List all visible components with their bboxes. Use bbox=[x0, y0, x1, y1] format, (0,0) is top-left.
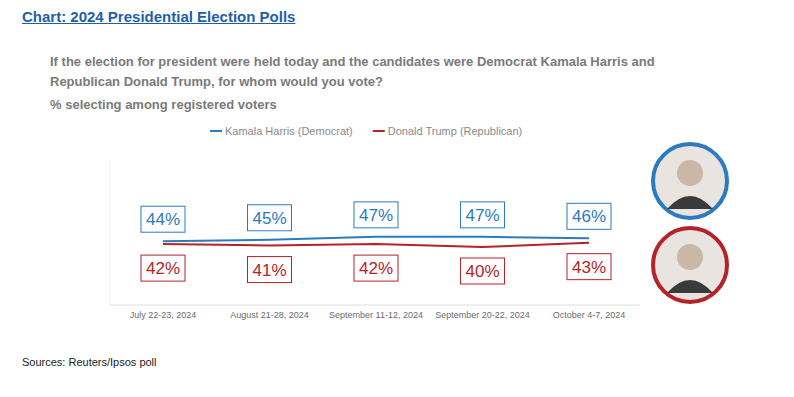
data-label: 47% bbox=[465, 206, 499, 225]
data-label: 40% bbox=[465, 262, 499, 281]
data-label-box bbox=[141, 255, 185, 281]
data-label: 44% bbox=[146, 210, 180, 229]
y-axis-line bbox=[110, 160, 111, 305]
plot-lines bbox=[163, 237, 589, 247]
portrait-body bbox=[667, 196, 713, 209]
data-label-box bbox=[248, 205, 292, 231]
data-label: 47% bbox=[359, 206, 393, 225]
data-label-box bbox=[354, 255, 398, 281]
subtitle: If the election for president were held … bbox=[50, 52, 710, 92]
data-label-box bbox=[461, 202, 505, 228]
portrait-head bbox=[677, 160, 703, 186]
data-label: 41% bbox=[252, 261, 286, 280]
data-label-box bbox=[461, 258, 505, 284]
title: Chart: 2024 Presidential Election Polls bbox=[22, 8, 295, 25]
legend-swatch bbox=[373, 130, 385, 132]
data-label: 46% bbox=[572, 207, 606, 226]
x-tick-label: August 21-28, 2024 bbox=[230, 310, 309, 320]
x-tick-label: July 22-23, 2024 bbox=[130, 310, 197, 320]
source: Sources: Reuters/Ipsos poll bbox=[22, 356, 157, 368]
data-label-box bbox=[567, 203, 611, 229]
y-label: % selecting among registered voters bbox=[50, 97, 277, 112]
series-line bbox=[163, 243, 589, 247]
data-label: 45% bbox=[252, 209, 286, 228]
data-label: 42% bbox=[146, 259, 180, 278]
x-tick-label: September 20-22, 2024 bbox=[435, 310, 530, 320]
portrait-head bbox=[677, 244, 703, 270]
legend-swatch bbox=[210, 130, 222, 132]
legend-label: Kamala Harris (Democrat) bbox=[225, 125, 353, 137]
chart-root: July 22-23, 2024 August 21-28, 2024 Septem… bbox=[0, 0, 794, 397]
data-label-box bbox=[248, 257, 292, 283]
x-axis-line bbox=[110, 305, 640, 306]
portrait bbox=[653, 144, 727, 218]
portrait-body bbox=[667, 280, 713, 293]
data-label: 42% bbox=[359, 259, 393, 278]
data-label: 43% bbox=[572, 258, 606, 277]
x-tick-label: October 4-7, 2024 bbox=[553, 310, 626, 320]
portrait bbox=[653, 228, 727, 302]
data-label-box bbox=[141, 206, 185, 232]
x-tick-label: September 11-12, 2024 bbox=[329, 310, 423, 320]
series-line bbox=[163, 237, 589, 241]
data-label-box bbox=[567, 254, 611, 280]
legend-label: Donald Trump (Republican) bbox=[388, 125, 523, 137]
data-label-box bbox=[354, 202, 398, 228]
